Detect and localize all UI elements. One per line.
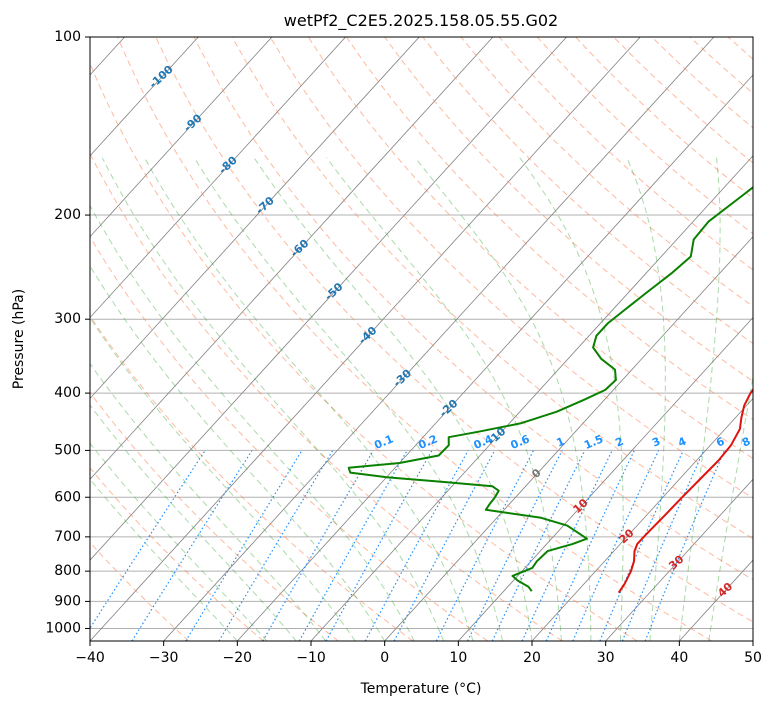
y-tick-label: 800 bbox=[54, 563, 81, 579]
x-axis: −40 −30 −20 −10 0 10 20 30 40 50 bbox=[75, 641, 762, 666]
moist-adiabat bbox=[414, 157, 592, 641]
moist-adiabat bbox=[144, 157, 474, 641]
y-tick-label: 400 bbox=[54, 385, 81, 401]
moist-adiabat bbox=[90, 404, 297, 641]
dry-adiabat bbox=[90, 235, 488, 641]
mixing-ratio-line bbox=[325, 450, 433, 641]
temperature-line bbox=[617, 388, 753, 594]
x-tick-label: −30 bbox=[149, 650, 179, 666]
mixing-ratio-line bbox=[90, 450, 206, 630]
mixing-ratio-line bbox=[572, 450, 660, 641]
skewed-isotherm bbox=[90, 37, 420, 400]
moist-adiabat bbox=[626, 157, 666, 641]
skewed-isotherm bbox=[90, 37, 494, 480]
moist-adiabat bbox=[90, 362, 327, 641]
y-tick-label: 900 bbox=[54, 593, 81, 609]
y-axis: 100 200 300 400 500 600 700 800 900 1000 bbox=[45, 29, 90, 636]
y-tick-label: 600 bbox=[54, 489, 81, 505]
dry-adiabat bbox=[90, 152, 563, 641]
mixing-ratio-line bbox=[466, 450, 563, 641]
skewed-isotherm bbox=[90, 37, 567, 561]
skewed-isotherm bbox=[458, 316, 753, 641]
dry-adiabats bbox=[90, 37, 753, 641]
x-tick-label: −20 bbox=[223, 650, 253, 666]
y-axis-label: Pressure (hPa) bbox=[11, 289, 27, 389]
x-tick-label: 10 bbox=[449, 650, 467, 666]
moist-adiabat bbox=[326, 157, 562, 641]
x-tick-label: 0 bbox=[380, 650, 389, 666]
moist-adiabat bbox=[193, 157, 503, 641]
skewed-isotherm bbox=[163, 37, 715, 641]
moist-adiabat bbox=[253, 157, 533, 641]
dry-adiabat bbox=[346, 37, 753, 421]
chart-title: wetPf2_C2E5.2025.158.05.55.G02 bbox=[284, 11, 558, 31]
dry-adiabat bbox=[193, 37, 753, 581]
moist-adiabats bbox=[90, 157, 753, 641]
plot-frame bbox=[89, 36, 754, 642]
skewed-isotherm bbox=[90, 37, 641, 641]
moist-adiabat bbox=[519, 157, 624, 641]
dewpoint-line bbox=[347, 186, 753, 592]
x-tick-label: 50 bbox=[744, 650, 762, 666]
moist-adiabat bbox=[90, 478, 238, 641]
x-tick-label: 40 bbox=[670, 650, 688, 666]
mixing-ratio-line bbox=[644, 450, 726, 641]
skewed-isotherm bbox=[90, 37, 346, 319]
mixing-ratio-lines bbox=[90, 450, 726, 641]
mixing-ratio-line bbox=[364, 450, 469, 641]
moist-adiabat bbox=[678, 157, 721, 641]
x-tick-label: −10 bbox=[296, 650, 326, 666]
skewed-isotherm bbox=[237, 74, 753, 641]
skewed-isotherms bbox=[90, 37, 753, 641]
dry-adiabat bbox=[90, 62, 638, 641]
y-tick-label: 700 bbox=[54, 529, 81, 545]
x-tick-label: 20 bbox=[523, 650, 541, 666]
dry-adiabat bbox=[90, 467, 264, 641]
dry-adiabat bbox=[269, 37, 753, 499]
x-tick-label: 30 bbox=[597, 650, 615, 666]
skewed-isotherm bbox=[531, 397, 753, 641]
pressure-gridlines bbox=[90, 37, 753, 629]
moist-adiabat bbox=[90, 204, 415, 641]
dry-adiabat bbox=[90, 541, 190, 641]
moist-adiabat bbox=[708, 374, 753, 641]
y-tick-label: 1000 bbox=[45, 620, 81, 636]
mixing-ratio-line bbox=[185, 450, 303, 641]
moist-adiabat bbox=[101, 157, 445, 641]
moist-adiabat bbox=[90, 265, 386, 641]
x-tick-label: −40 bbox=[75, 650, 105, 666]
dry-adiabat bbox=[155, 37, 753, 623]
moist-adiabat bbox=[90, 442, 268, 641]
mixing-ratio-line bbox=[621, 450, 705, 641]
sounding-profiles bbox=[347, 186, 753, 594]
mixing-ratio-line bbox=[435, 450, 535, 641]
moist-adiabat bbox=[90, 316, 356, 641]
skewed-isotherm bbox=[90, 37, 273, 238]
skewed-isotherm bbox=[90, 37, 199, 157]
x-axis-label: Temperature (°C) bbox=[360, 681, 482, 697]
dry-adiabat bbox=[117, 37, 712, 641]
skewed-isotherm bbox=[384, 236, 753, 641]
mixing-ratio-line bbox=[298, 450, 408, 641]
skewed-isotherm bbox=[605, 478, 753, 641]
y-tick-label: 200 bbox=[54, 207, 81, 223]
y-tick-label: 300 bbox=[54, 311, 81, 327]
y-tick-label: 500 bbox=[54, 442, 81, 458]
dry-adiabat bbox=[231, 37, 753, 540]
y-tick-label: 100 bbox=[54, 29, 81, 45]
dry-adiabat bbox=[307, 37, 753, 460]
